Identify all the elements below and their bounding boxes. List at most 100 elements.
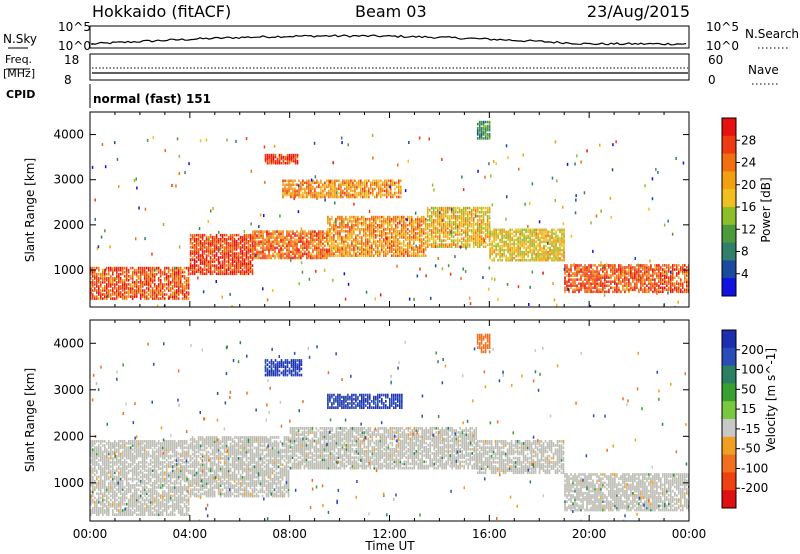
heatmap-cell [367, 238, 369, 241]
heatmap-cell [363, 242, 365, 245]
heatmap-cell [486, 243, 489, 246]
heatmap-cell [564, 290, 566, 294]
heatmap-speck [554, 140, 557, 144]
heatmap-cell [179, 270, 182, 274]
heatmap-cell [343, 240, 345, 243]
heatmap-cell [640, 288, 642, 292]
heatmap-cell [480, 210, 483, 214]
heatmap-cell [411, 226, 413, 229]
heatmap-speck [490, 174, 492, 178]
heatmap-cell [390, 195, 392, 199]
heatmap-cell [476, 225, 479, 228]
heatmap-cell [364, 179, 366, 183]
heatmap-cell [474, 233, 477, 236]
heatmap-cell [306, 252, 308, 256]
heatmap-cell [239, 272, 242, 276]
heatmap-cell [664, 272, 666, 275]
heatmap-cell [460, 214, 463, 218]
heatmap-cell [294, 187, 296, 191]
heatmap-cell [199, 246, 202, 249]
heatmap-cell [377, 244, 379, 247]
heatmap-cell [533, 240, 535, 244]
heatmap-cell [135, 291, 138, 294]
heatmap-cell [167, 297, 170, 300]
heatmap-cell [456, 237, 459, 240]
heatmap-cell [535, 252, 537, 256]
heatmap-cell [547, 234, 549, 238]
heatmap-cell [448, 229, 451, 232]
nave-tick-bottom: 0 [708, 73, 716, 87]
heatmap-speck [592, 249, 594, 253]
heatmap-cell [96, 509, 98, 512]
heatmap-cell [207, 266, 210, 269]
heatmap-cell [403, 223, 405, 227]
heatmap-speck [671, 232, 674, 236]
heatmap-cell [652, 270, 654, 273]
heatmap-cell [660, 282, 662, 285]
heatmap-cell [233, 246, 236, 249]
heatmap-cell [531, 242, 533, 246]
heatmap-cell [327, 219, 329, 223]
heatmap-speck [484, 175, 486, 179]
heatmap-cell [219, 264, 222, 267]
heatmap-cell [201, 242, 204, 245]
heatmap-cell [684, 272, 686, 275]
heatmap-cell [553, 250, 555, 254]
heatmap-cell [549, 248, 551, 252]
heatmap-cell [419, 238, 421, 241]
heatmap-cell [636, 270, 638, 273]
heatmap-cell [474, 210, 477, 214]
heatmap-cell [339, 236, 341, 239]
heatmap-cell [531, 244, 533, 248]
heatmap-cell [292, 232, 294, 235]
heatmap-cell [288, 193, 290, 197]
heatmap-cell [329, 234, 331, 237]
heatmap-cell [149, 279, 152, 282]
heatmap-cell [219, 246, 222, 249]
heatmap-cell [426, 231, 429, 234]
heatmap-cell [432, 221, 435, 224]
heatmap-cell [104, 277, 106, 280]
heatmap-cell [566, 286, 568, 290]
heatmap-cell [561, 236, 563, 240]
heatmap-cell [650, 282, 652, 285]
heatmap-cell [171, 277, 174, 280]
heatmap-cell [517, 240, 519, 244]
heatmap-cell [622, 268, 624, 271]
heatmap-cell [165, 272, 168, 276]
heatmap-cell [411, 221, 413, 225]
heatmap-cell [434, 214, 437, 218]
heatmap-cell [131, 285, 134, 288]
heatmap-cell [488, 120, 491, 124]
heatmap-cell [515, 238, 517, 242]
heatmap-cell [547, 230, 549, 234]
heatmap-cell [551, 250, 553, 254]
heatmap-cell [369, 234, 371, 237]
heatmap-cell [227, 258, 230, 261]
heatmap-cell [549, 256, 551, 260]
heatmap-cell [118, 266, 120, 270]
heatmap-cell [96, 297, 98, 300]
heatmap-cell [489, 236, 491, 240]
heatmap-cell [262, 232, 264, 235]
heatmap-cell [456, 216, 459, 220]
heatmap-cell [452, 223, 455, 226]
heatmap-speck [178, 154, 181, 158]
heatmap-cell [436, 206, 439, 210]
heatmap-cell [474, 229, 477, 232]
heatmap-cell [398, 185, 400, 189]
colorbar-swatch [722, 118, 736, 137]
heatmap-cell [417, 236, 419, 239]
heatmap-cell [125, 272, 128, 276]
heatmap-cell [626, 272, 628, 275]
heatmap-cell [454, 239, 457, 242]
heatmap-cell [353, 250, 355, 253]
heatmap-cell [256, 236, 258, 239]
heatmap-cell [161, 293, 164, 296]
heatmap-cell [193, 270, 196, 273]
heatmap-cell [582, 282, 584, 285]
heatmap-cell [393, 219, 395, 223]
heatmap-cell [666, 270, 668, 273]
heatmap-cell [223, 272, 226, 276]
heatmap-cell [310, 242, 312, 246]
